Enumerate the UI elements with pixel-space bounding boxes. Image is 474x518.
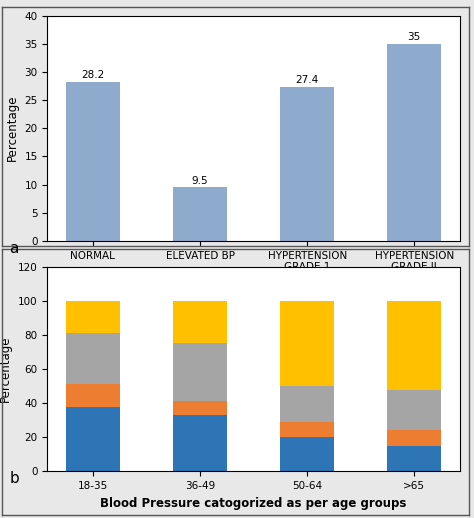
Bar — [173, 415, 227, 471]
Bar — [280, 422, 334, 437]
X-axis label: Blood Pressure catogorized as per age groups: Blood Pressure catogorized as per age gr… — [100, 497, 407, 510]
Bar — [66, 384, 120, 407]
Bar — [280, 386, 334, 422]
Bar — [66, 301, 120, 333]
Text: 35: 35 — [408, 32, 421, 42]
Bar — [387, 390, 441, 430]
Text: 9.5: 9.5 — [191, 176, 209, 185]
Bar — [173, 343, 227, 401]
Bar — [280, 301, 334, 386]
Bar — [173, 188, 227, 241]
Bar — [387, 44, 441, 241]
Bar — [280, 87, 334, 241]
Bar — [387, 301, 441, 390]
Bar — [387, 446, 441, 471]
Y-axis label: Percentage: Percentage — [6, 95, 19, 162]
Text: a: a — [9, 241, 19, 256]
Text: 28.2: 28.2 — [82, 70, 105, 80]
Bar — [173, 401, 227, 415]
Bar — [280, 437, 334, 471]
Bar — [387, 430, 441, 446]
Y-axis label: Percentage: Percentage — [0, 336, 12, 402]
Bar — [66, 82, 120, 241]
Bar — [66, 407, 120, 471]
Text: 27.4: 27.4 — [295, 75, 319, 85]
Bar — [173, 301, 227, 343]
Bar — [66, 333, 120, 384]
Text: b: b — [9, 471, 19, 486]
X-axis label: Blood pressure categories: Blood pressure categories — [167, 278, 340, 291]
